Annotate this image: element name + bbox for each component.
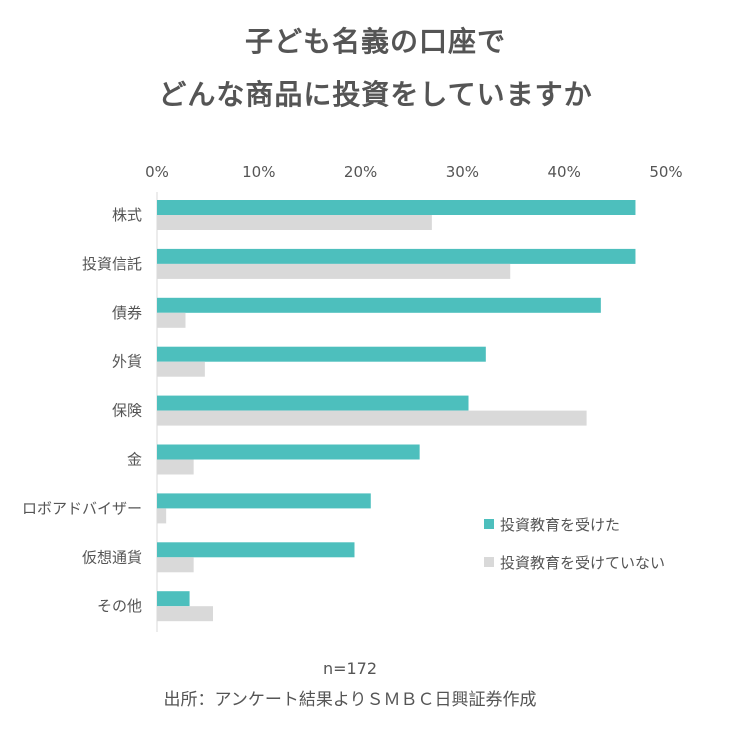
source-note: 出所：アンケート結果よりＳＭＢＣ日興証券作成 — [163, 690, 537, 710]
category-label: 債券 — [112, 304, 142, 322]
category-label: 金 — [127, 451, 142, 469]
bar-educated — [157, 444, 420, 460]
legend-label: 投資教育を受けた — [500, 516, 620, 534]
bar-not-educated — [157, 263, 511, 279]
bar-educated — [157, 591, 190, 607]
bar-educated — [157, 395, 469, 411]
category-label: 株式 — [112, 206, 142, 224]
bar-not-educated — [157, 215, 432, 230]
x-tick-label: 30% — [446, 163, 479, 181]
bar-not-educated — [157, 459, 194, 475]
legend-label: 投資教育を受けていない — [500, 554, 665, 572]
category-label: 投資信託 — [82, 255, 142, 273]
bar-not-educated — [157, 557, 194, 573]
sample-size-note: n=172 — [322, 659, 378, 678]
legend-swatch — [484, 557, 494, 567]
category-label: 仮想通貨 — [82, 548, 142, 566]
bar-not-educated — [157, 361, 205, 377]
x-tick-label: 20% — [344, 163, 377, 181]
bar-educated — [157, 297, 601, 313]
x-tick-label: 10% — [242, 163, 275, 181]
category-label: 保険 — [112, 402, 142, 420]
bar-not-educated — [157, 606, 213, 622]
bar-educated — [157, 493, 371, 509]
category-label: 外貨 — [112, 353, 142, 371]
legend-swatch — [484, 519, 494, 529]
chart-title-line-2: どんな商品に投資をしていますか — [158, 78, 593, 111]
chart-title-line-1: 子ども名義の口座で — [244, 25, 506, 58]
x-tick-label: 40% — [548, 163, 581, 181]
x-tick-label: 0% — [145, 163, 169, 181]
category-label: その他 — [97, 597, 142, 615]
x-tick-label: 50% — [649, 163, 682, 181]
category-label: ロボアドバイザー — [22, 499, 142, 517]
bar-educated — [157, 542, 355, 558]
bar-educated — [157, 346, 486, 362]
bar-not-educated — [157, 312, 186, 328]
bar-educated — [157, 248, 636, 264]
bar-not-educated — [157, 410, 587, 426]
bar-not-educated — [157, 508, 167, 524]
bar-educated — [157, 200, 636, 215]
